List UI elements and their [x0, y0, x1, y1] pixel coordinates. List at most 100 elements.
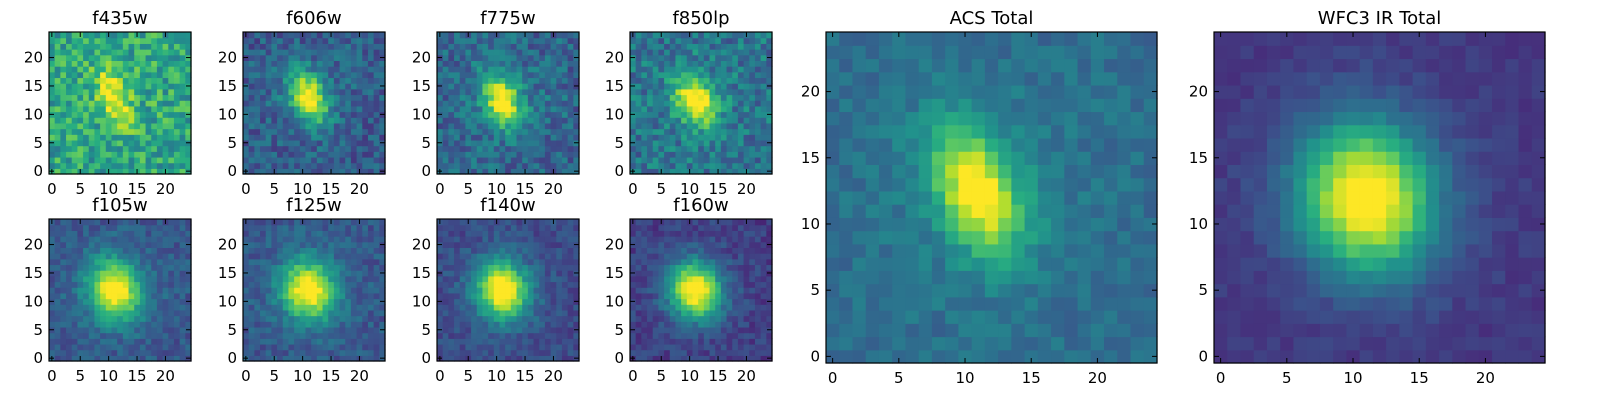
heatmap-cell	[288, 287, 295, 294]
heatmap-cell	[311, 236, 318, 243]
heatmap-cell	[339, 338, 346, 345]
heatmap-cell	[539, 100, 546, 107]
heatmap-cell	[311, 270, 318, 277]
heatmap-cell	[145, 134, 152, 141]
heatmap-cell	[117, 83, 124, 90]
heatmap-cell	[248, 275, 255, 283]
heatmap-cell	[539, 326, 546, 334]
heatmap-cell	[505, 304, 512, 311]
heatmap-cell	[556, 253, 563, 260]
heatmap-cell	[122, 224, 130, 231]
heatmap-cell	[505, 60, 512, 67]
heatmap-cell	[151, 230, 158, 237]
heatmap-cell	[664, 32, 671, 39]
heatmap-cell	[350, 139, 358, 147]
heatmap-cell	[533, 292, 540, 300]
heatmap-cell	[185, 219, 192, 226]
heatmap-cell	[260, 128, 267, 135]
heatmap-cell	[168, 88, 175, 96]
heatmap-cell	[282, 54, 290, 61]
heatmap-cell	[49, 315, 56, 322]
heatmap-cell	[94, 338, 101, 345]
heatmap-cell	[265, 168, 272, 175]
heatmap-cell	[493, 281, 501, 288]
heatmap-cell	[561, 224, 569, 231]
heatmap-cell	[703, 77, 711, 84]
heatmap-cell	[664, 326, 671, 334]
heatmap-cell	[265, 94, 272, 101]
heatmap-cell	[522, 258, 529, 266]
heatmap-cell	[539, 281, 546, 288]
heatmap-cell	[185, 275, 192, 283]
heatmap-cell	[743, 326, 750, 334]
heatmap-cell	[260, 156, 267, 164]
heatmap-cell	[681, 54, 688, 61]
heatmap-cell	[305, 66, 312, 73]
heatmap-cell	[54, 338, 61, 345]
heatmap-cell	[71, 71, 78, 79]
heatmap-cell	[652, 326, 659, 334]
heatmap-cell	[442, 100, 449, 107]
heatmap-cell	[299, 60, 307, 67]
heatmap-cell	[294, 321, 301, 328]
heatmap-cell	[71, 281, 78, 288]
heatmap-cell	[111, 253, 118, 260]
heatmap-cell	[567, 315, 574, 322]
heatmap-cell	[83, 224, 90, 231]
heatmap-cell	[379, 224, 386, 231]
heatmap-cell	[288, 247, 295, 254]
heatmap-cell	[720, 304, 728, 311]
heatmap-cell	[647, 94, 654, 101]
heatmap-cell	[362, 37, 369, 44]
heatmap-cell	[265, 292, 272, 300]
heatmap-cell	[567, 355, 574, 362]
heatmap-cell	[248, 219, 255, 226]
heatmap-cell	[339, 270, 346, 277]
heatmap-cell	[732, 298, 739, 305]
heatmap-cell	[573, 151, 580, 158]
heatmap-cell	[333, 224, 341, 231]
heatmap-cell	[60, 151, 67, 158]
heatmap-cell	[647, 309, 654, 317]
heatmap-cell	[527, 88, 535, 96]
heatmap-cell	[522, 71, 529, 79]
heatmap-cell	[151, 83, 158, 90]
heatmap-cell	[173, 304, 181, 311]
heatmap-cell	[277, 287, 284, 294]
heatmap-cell	[328, 122, 335, 130]
heatmap-cell	[179, 77, 186, 84]
heatmap-cell	[510, 168, 518, 175]
heatmap-cell	[681, 105, 688, 113]
heatmap-cell	[505, 338, 512, 345]
heatmap-cell	[128, 49, 135, 56]
heatmap-cell	[669, 309, 677, 317]
heatmap-cell	[83, 43, 90, 50]
heatmap-cell	[71, 37, 78, 44]
heatmap-cell	[499, 49, 506, 56]
heatmap-cell	[493, 321, 501, 328]
heatmap-cell	[71, 275, 78, 283]
heatmap-cell	[362, 275, 369, 283]
heatmap-cell	[77, 94, 84, 101]
heatmap-cell	[533, 71, 540, 79]
heatmap-cell	[179, 236, 186, 243]
heatmap-cell	[743, 332, 750, 339]
heatmap-cell	[459, 32, 466, 39]
heatmap-cell	[465, 134, 472, 141]
heatmap-cell	[533, 156, 540, 164]
heatmap-cell	[260, 309, 267, 317]
heatmap-cell	[692, 128, 699, 135]
heatmap-cell	[173, 332, 181, 339]
heatmap-cell	[698, 304, 705, 311]
heatmap-cell	[311, 264, 318, 271]
heatmap-cell	[556, 224, 563, 231]
heatmap-cell	[749, 71, 756, 79]
heatmap-cell	[333, 37, 341, 44]
heatmap-cell	[350, 349, 358, 356]
heatmap-cell	[499, 71, 506, 79]
y-tick-label: 0	[227, 349, 237, 367]
heatmap-cell	[499, 128, 506, 135]
heatmap-cell	[128, 338, 135, 345]
heatmap-cell	[254, 60, 261, 67]
heatmap-cell	[294, 264, 301, 271]
